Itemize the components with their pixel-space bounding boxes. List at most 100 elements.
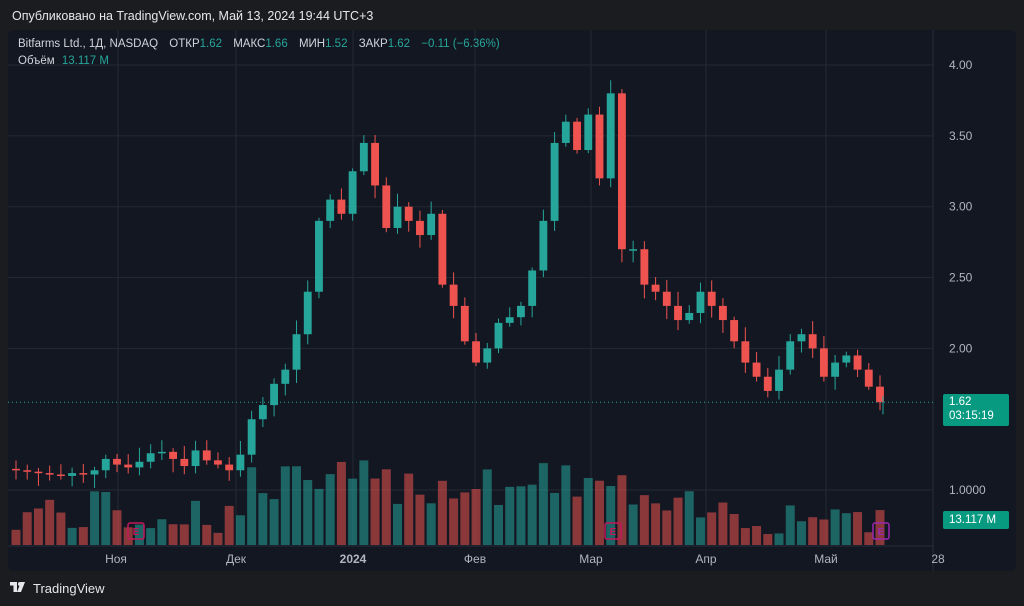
volume-bar	[841, 513, 851, 545]
price-chart[interactable]: 4.00 3.50 3.00 2.50 2.00 1.0000 Ноя Дек 2024 Фев М…	[8, 30, 1016, 571]
time-tick-label: 28	[931, 552, 945, 566]
earnings-marker-icon	[604, 522, 622, 540]
candle-body	[819, 348, 828, 377]
candle-body	[494, 322, 503, 349]
candle-body	[180, 458, 189, 467]
chart-pane[interactable]: 4.00 3.50 3.00 2.50 2.00 1.0000 Ноя Дек 2024 Фев М…	[8, 30, 1016, 571]
candle-body	[281, 369, 290, 384]
candle-body	[146, 453, 155, 462]
volume-bar	[875, 510, 885, 545]
candle-body	[303, 291, 312, 335]
volume-bar	[179, 524, 189, 545]
brand-name[interactable]: TradingView	[33, 581, 105, 596]
volume-bar	[336, 461, 346, 545]
volume-bar	[651, 503, 661, 545]
volume-bar	[415, 494, 425, 545]
time-tick-label: Мар	[579, 552, 603, 566]
volume-bar	[168, 524, 178, 545]
volume-bar	[449, 498, 459, 545]
candle-body	[247, 419, 256, 455]
candle-body	[685, 312, 694, 321]
candle-body	[258, 405, 267, 420]
candle-body	[472, 341, 480, 363]
volume-bar	[393, 503, 402, 545]
volume-bar	[718, 502, 728, 545]
volume-tag: 13.117 M	[943, 511, 1009, 529]
publish-header: Опубликовано на TradingView.com, Май 13,…	[0, 0, 1024, 30]
candle-body	[45, 473, 54, 475]
volume-label[interactable]: Объём	[18, 55, 55, 67]
low-value: 1.52	[325, 38, 348, 50]
time-tick-label: Ноя	[105, 552, 127, 566]
volume-bar	[628, 504, 638, 545]
volume-bar	[213, 532, 223, 545]
candle-body	[786, 341, 795, 370]
candle-body	[270, 383, 279, 406]
candle-body	[438, 213, 447, 285]
candle-body	[640, 249, 649, 285]
candle-body	[225, 464, 234, 471]
candle-body	[371, 142, 379, 186]
time-tick-label: Май	[814, 552, 838, 566]
candle-body	[292, 334, 301, 370]
volume-bar	[101, 491, 111, 545]
price-tick-label: 2.00	[949, 341, 973, 355]
candle-body	[460, 305, 469, 342]
candle-body	[90, 470, 99, 475]
volume-bar	[460, 492, 470, 545]
candle-body	[808, 334, 817, 349]
candle-body	[561, 121, 570, 143]
candle-body	[12, 468, 20, 471]
high-value: 1.66	[265, 38, 288, 50]
candle-body	[202, 450, 211, 461]
volume-bar	[22, 512, 32, 545]
candle-body	[124, 464, 133, 468]
volume-bar	[707, 512, 717, 545]
volume-bar	[808, 517, 818, 545]
candle-body	[696, 291, 705, 313]
candle-body	[326, 199, 335, 221]
symbol-title[interactable]: Bitfarms Ltd., 1Д, NASDAQ	[18, 38, 159, 50]
candle-body	[662, 291, 671, 306]
candle-body	[337, 199, 346, 214]
volume-bar	[471, 488, 481, 545]
candle-body	[853, 355, 862, 370]
volume-bar	[830, 509, 840, 545]
volume-bar	[202, 524, 212, 545]
candle-body	[315, 220, 323, 292]
volume-bar	[864, 532, 874, 545]
volume-bar	[426, 503, 436, 545]
candle-body	[617, 93, 626, 250]
earnings-marker-icon	[872, 522, 890, 540]
earnings-marker-icon	[127, 522, 145, 540]
volume-bar	[572, 496, 582, 545]
volume-bar	[561, 465, 571, 545]
volume-bar	[695, 517, 705, 545]
volume-bar	[235, 515, 245, 545]
candle-body	[651, 284, 660, 292]
volume-bar	[33, 508, 43, 545]
candle-body	[416, 220, 424, 236]
candle-body	[427, 213, 436, 236]
candle-body	[34, 471, 43, 474]
volume-bar	[381, 469, 391, 545]
volume-bar	[550, 492, 560, 545]
time-tick-label: Апр	[695, 552, 717, 566]
last-price-tag: 1.62 03:15:19	[943, 394, 1009, 426]
volume-bar	[639, 495, 649, 545]
candle-body	[797, 334, 806, 342]
volume-bar	[11, 529, 21, 545]
candle-body	[483, 348, 492, 363]
volume-bar	[280, 466, 290, 545]
volume-bar	[527, 484, 537, 545]
volume-bar	[78, 527, 88, 545]
volume-bar	[348, 478, 358, 545]
earnings-marker-label: E	[878, 527, 885, 538]
price-tick-label: 3.00	[949, 200, 973, 214]
volume-bar	[662, 510, 672, 545]
earnings-marker-label: E	[133, 527, 140, 538]
candle-body	[763, 376, 772, 391]
volume-bar	[269, 499, 279, 545]
volume-bar	[785, 505, 795, 545]
time-tick-label: Дек	[226, 552, 247, 566]
